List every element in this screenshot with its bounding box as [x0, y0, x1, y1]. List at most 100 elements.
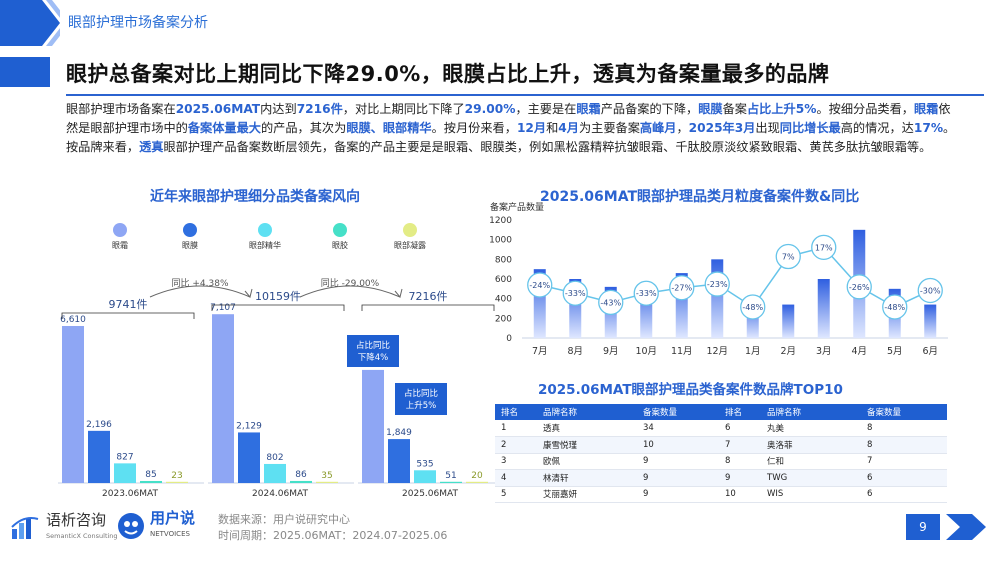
semanticx-logo-icon [11, 517, 39, 539]
bar [466, 481, 488, 483]
table-row: 5 艾丽嘉妍 9 10 WIS 6 [495, 486, 947, 503]
table-cell: 9 [637, 486, 719, 503]
netvoices-logo-sub: NETVOICES [150, 530, 190, 538]
table-cell: 9 [719, 469, 761, 487]
yoy-label: -23% [707, 280, 728, 289]
semanticx-logo-sub: SemanticX Consulting [46, 532, 118, 540]
summary-text: 。按品牌来看， [66, 121, 956, 154]
table-cell: 9 [637, 469, 719, 487]
monthly-chart-title: 2025.06MAT眼部护理品类月粒度备案件数&同比 [540, 189, 860, 205]
summary-text: 高的情况，达 [840, 121, 914, 135]
y-axis-label: 备案产品数量 [490, 201, 544, 213]
bar-value-label: 2,129 [236, 421, 262, 431]
summary-highlight: 7216件 [296, 102, 343, 116]
table-cell: 4 [495, 469, 537, 487]
total-bracket [211, 304, 345, 311]
table-cell: 34 [637, 420, 719, 437]
growth-label: 同比 +4.38% [172, 277, 229, 289]
summary-highlight: 29.00% [464, 102, 516, 116]
headline-accent-bar [0, 57, 50, 87]
summary-highlight: 同比增长最 [779, 121, 841, 135]
month-label: 9月 [603, 346, 619, 357]
table-cell: 仁和 [761, 453, 861, 470]
netvoices-logo: 用户说 NETVOICES [116, 510, 195, 542]
bar-value-label: 51 [445, 471, 456, 481]
month-label: 8月 [567, 346, 583, 357]
summary-text: 备案 [722, 102, 747, 116]
yoy-label: -24% [529, 281, 550, 290]
semanticx-logo: 语析咨询 SemanticX Consulting [10, 512, 118, 544]
table-row: 1 透真 34 6 丸美 8 [495, 420, 947, 437]
legend-label: 眼部精华 [249, 240, 281, 250]
bar-value-label: 1,849 [386, 428, 412, 438]
summary-text: 。按细分品类看， [816, 102, 914, 116]
growth-label: 同比 -29.00% [321, 277, 380, 289]
summary-text: 眼部护理市场备案在 [66, 102, 176, 116]
table-cell: 丸美 [761, 420, 861, 437]
summary-text: 产品备案的下降， [600, 102, 699, 116]
summary-highlight: 4月 [558, 121, 579, 135]
yoy-marker [740, 294, 766, 320]
month-label: 2月 [780, 346, 796, 357]
y-tick-label: 200 [495, 314, 512, 324]
bar [238, 432, 260, 483]
total-label: 10159件 [255, 290, 301, 303]
legend-label: 眼部凝露 [394, 240, 426, 250]
category-label: 2024.06MAT [252, 489, 308, 499]
summary-highlight: 占比上升5% [747, 102, 817, 116]
table-cell: 透真 [537, 420, 637, 437]
summary-paragraph: 眼部护理市场备案在2025.06MAT内达到7216件，对比上期同比下降了29.… [66, 100, 956, 157]
month-label: 7月 [532, 346, 548, 357]
y-tick-label: 1200 [489, 216, 512, 226]
month-label: 10月 [635, 346, 657, 357]
table-cell: 10 [637, 436, 719, 454]
table-cell: 欧佩 [537, 453, 637, 470]
period-line: 时间周期：2025.06MAT：2024.07-2025.06 [218, 529, 448, 542]
netvoices-logo-name: 用户说 [150, 509, 196, 527]
bar-value-label: 35 [321, 471, 332, 481]
bar-value-label: 85 [145, 470, 156, 480]
summary-text: 为主要备案 [578, 121, 640, 135]
bar-value-label: 6,610 [60, 315, 86, 325]
category-label: 2023.06MAT [102, 489, 158, 499]
table-cell: 6 [861, 469, 947, 487]
page-number: 9 [906, 514, 940, 540]
table-cell: 8 [861, 436, 947, 454]
month-label: 4月 [851, 346, 867, 357]
summary-text: 出现 [755, 121, 780, 135]
bar-value-label: 2,196 [86, 420, 112, 430]
yoy-label: 7% [782, 253, 795, 262]
legend-marker [113, 223, 127, 237]
callout-text: 占比同比 [404, 388, 438, 399]
table-cell: TWG [761, 469, 861, 487]
yoy-marker [598, 289, 624, 316]
month-bar [782, 304, 795, 338]
summary-highlight: 2025年3月 [688, 121, 756, 135]
bar-value-label: 802 [266, 453, 283, 463]
month-label: 3月 [816, 346, 832, 357]
month-label: 12月 [706, 346, 728, 357]
table-cell: 6 [719, 420, 761, 437]
table-cell: 林清轩 [537, 469, 637, 487]
summary-text: 。按月份来看， [431, 121, 517, 135]
summary-highlight: 2025.06MAT [175, 102, 261, 116]
bar-value-label: 86 [295, 470, 307, 480]
callout-text: 占比同比 [356, 340, 390, 351]
yoy-marker [846, 274, 872, 300]
bar-value-label: 535 [416, 459, 433, 469]
yoy-label: -33% [565, 289, 586, 298]
page-decoration [946, 514, 986, 540]
yoy-label: -33% [636, 289, 657, 298]
bar [88, 430, 110, 483]
yoy-marker [562, 280, 588, 306]
legend-marker [183, 223, 197, 237]
bar [212, 314, 234, 483]
table-row: 2 康雪悦瑾 10 7 奥洛菲 8 [495, 436, 947, 454]
y-tick-label: 800 [495, 255, 512, 265]
summary-text: ，主要是在 [515, 102, 577, 116]
table-cell: 10 [719, 486, 761, 503]
legend-label: 眼胶 [332, 240, 348, 250]
summary-text: 依然是眼部护理市场中的 [66, 102, 951, 135]
yoy-line [539, 246, 931, 309]
top10-title: 2025.06MAT眼部护理品类备案件数品牌TOP10 [538, 382, 843, 398]
